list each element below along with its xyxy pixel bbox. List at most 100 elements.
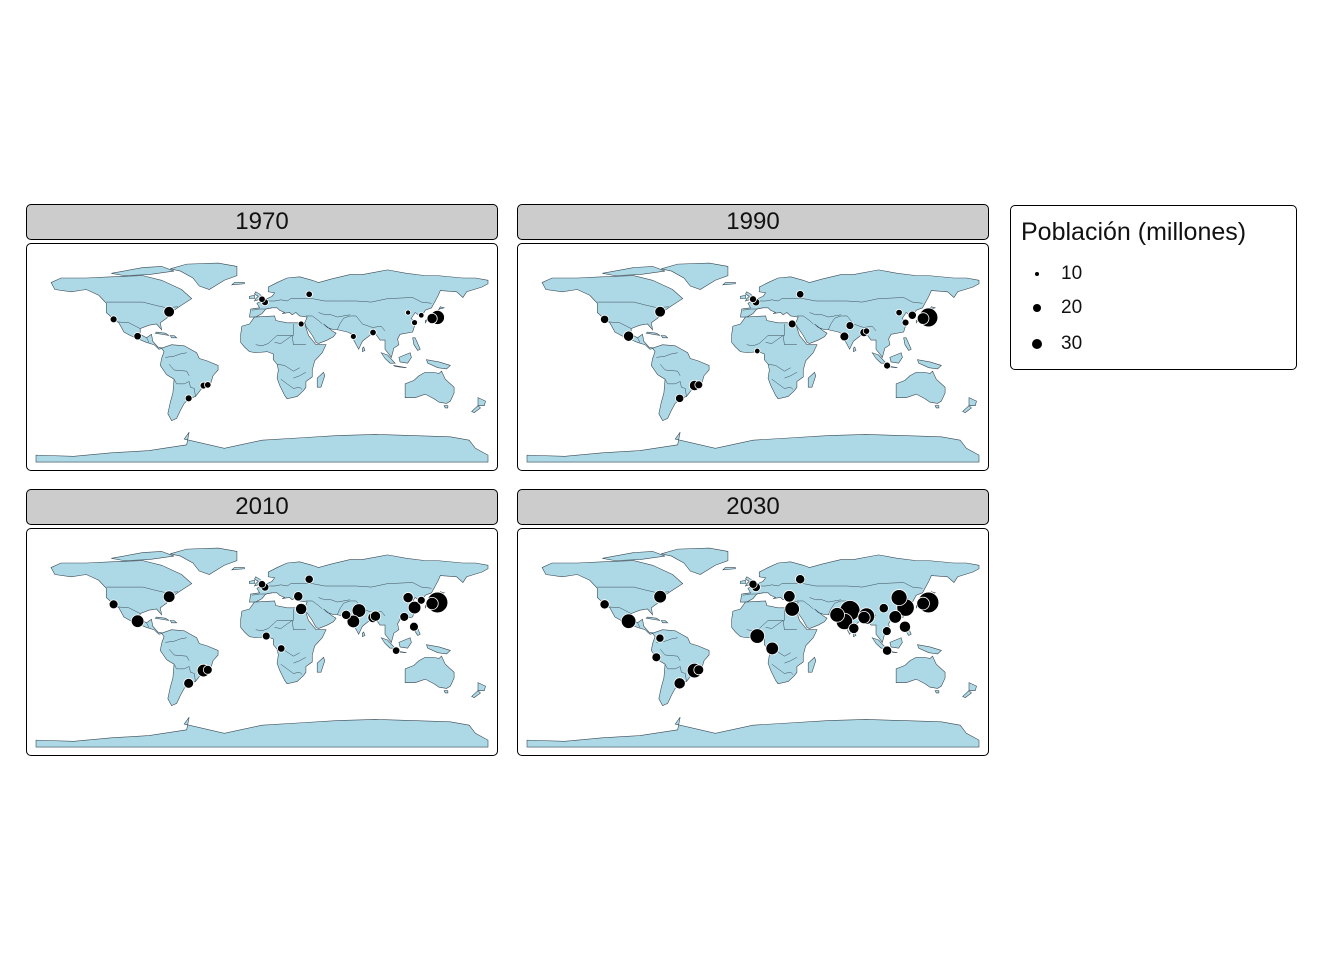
landmass	[404, 370, 455, 404]
country-border	[337, 315, 386, 332]
city-population-point	[305, 290, 313, 298]
city-population-point	[694, 380, 704, 390]
city-population-point	[304, 574, 314, 584]
landmass	[471, 690, 481, 698]
city-population-point	[402, 592, 414, 604]
city-population-point	[411, 319, 418, 326]
city-population-point	[261, 631, 271, 641]
world-map-frame	[26, 243, 498, 471]
country-border	[664, 379, 687, 397]
city-population-point	[369, 328, 377, 337]
landmass	[169, 335, 178, 339]
city-population-point	[409, 621, 419, 632]
country-border	[742, 592, 764, 596]
country-border	[656, 352, 678, 358]
landmass	[362, 346, 366, 353]
country-border	[664, 664, 687, 682]
size-legend: Población (millones) 10 20 30	[1010, 205, 1297, 370]
landmass	[154, 616, 170, 621]
city-population-point	[133, 332, 142, 341]
country-border	[755, 582, 923, 589]
landmass	[404, 655, 455, 689]
legend-point-symbol	[1034, 271, 1040, 277]
country-border	[293, 657, 307, 664]
landmass	[398, 352, 412, 364]
city-population-point	[787, 319, 797, 329]
landmass	[722, 567, 736, 571]
landmass	[895, 655, 946, 689]
city-population-point	[416, 595, 426, 605]
country-border	[305, 315, 323, 325]
landmass	[477, 397, 486, 406]
landmass	[380, 637, 396, 649]
landmass	[895, 370, 946, 404]
landmass	[740, 579, 746, 584]
city-population-point	[749, 295, 757, 304]
city-population-point	[895, 308, 903, 317]
city-population-point	[620, 613, 637, 629]
landmass	[968, 682, 977, 691]
country-border	[828, 315, 877, 332]
landmass	[889, 352, 903, 364]
facet-strip-label: 1970	[26, 204, 498, 240]
city-population-point	[426, 312, 438, 325]
world-map-frame	[517, 243, 989, 471]
legend-point-symbol	[1031, 338, 1043, 350]
city-population-point	[599, 599, 610, 610]
city-population-point	[623, 330, 635, 342]
landmass	[170, 547, 238, 575]
landmass	[660, 620, 669, 624]
country-border	[277, 363, 300, 372]
world-map	[35, 547, 489, 748]
landmass	[443, 405, 449, 409]
landmass	[602, 266, 666, 276]
city-population-point	[883, 361, 891, 370]
city-population-point	[881, 626, 892, 636]
city-population-point	[341, 609, 352, 620]
landmass	[660, 335, 669, 339]
city-population-point	[130, 614, 145, 628]
city-population-point	[901, 318, 910, 327]
landmass	[903, 337, 912, 351]
city-population-point	[765, 641, 779, 656]
city-population-point	[293, 591, 304, 602]
city-population-point	[399, 612, 410, 622]
country-border	[809, 597, 841, 603]
country-border	[318, 597, 350, 603]
landmass	[111, 551, 175, 561]
country-border	[796, 600, 814, 610]
city-population-point	[898, 620, 912, 633]
landmass	[853, 346, 857, 353]
landmass	[871, 637, 887, 649]
landmass	[934, 405, 940, 409]
landmass	[962, 405, 972, 413]
city-population-point	[600, 314, 610, 324]
country-border	[264, 297, 432, 304]
city-population-point	[748, 579, 758, 589]
country-border	[168, 364, 190, 376]
country-border	[115, 606, 141, 614]
facet-strip-label: 2030	[517, 489, 989, 525]
city-population-point	[749, 628, 765, 644]
landmass	[425, 359, 451, 370]
landmass	[722, 282, 736, 286]
country-border	[637, 622, 641, 628]
city-population-point	[351, 603, 367, 618]
landmass	[968, 397, 977, 406]
landmass	[249, 294, 255, 299]
landmass	[807, 656, 817, 673]
city-population-point	[783, 590, 796, 603]
city-population-point	[878, 603, 889, 614]
city-population-point	[162, 590, 176, 603]
landmass	[916, 644, 942, 655]
world-map-frame	[517, 528, 989, 756]
city-population-point	[391, 646, 401, 655]
landmass	[412, 337, 421, 351]
landmass	[889, 637, 903, 649]
city-population-point	[369, 610, 382, 622]
legend-symbol	[1025, 271, 1049, 277]
landmass	[362, 631, 366, 638]
landmass	[916, 359, 942, 370]
world-map	[526, 547, 980, 748]
facet-panel-2010: 2010	[26, 489, 498, 756]
